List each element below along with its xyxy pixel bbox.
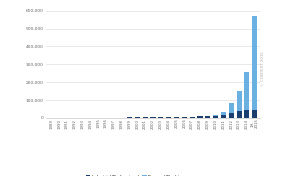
Bar: [221, 115, 226, 118]
Bar: [245, 110, 249, 118]
Bar: [237, 91, 242, 111]
Bar: [205, 116, 210, 118]
Bar: [190, 117, 195, 118]
Bar: [252, 110, 257, 118]
Bar: [197, 116, 202, 118]
Bar: [166, 117, 171, 118]
Bar: [252, 16, 257, 110]
Bar: [245, 72, 249, 110]
Bar: [221, 112, 226, 115]
Bar: [182, 117, 187, 118]
Bar: [237, 111, 242, 118]
Bar: [229, 113, 234, 118]
Legend: Industrial/Professional, Personal/Desktop: Industrial/Professional, Personal/Deskto…: [84, 174, 188, 176]
Bar: [135, 117, 140, 118]
Bar: [143, 117, 148, 118]
Bar: [158, 117, 163, 118]
Bar: [213, 115, 218, 116]
Bar: [127, 117, 132, 118]
Bar: [213, 116, 218, 118]
Bar: [174, 117, 179, 118]
Bar: [150, 117, 156, 118]
Text: © CONTEXT 2015: © CONTEXT 2015: [261, 52, 265, 86]
Bar: [229, 103, 234, 113]
